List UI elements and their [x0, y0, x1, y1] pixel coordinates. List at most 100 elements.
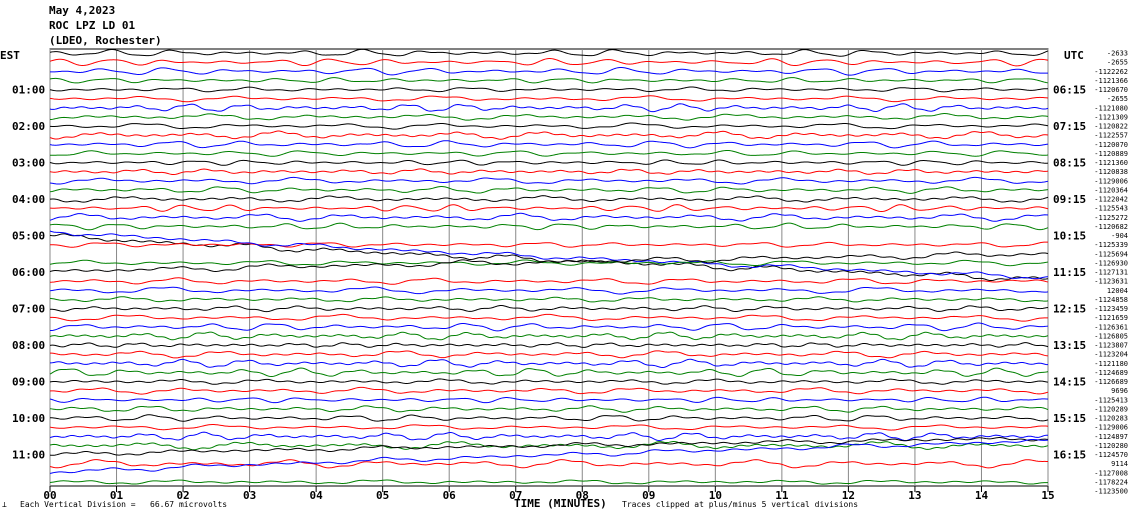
trace-offset-label: -1126930 — [1094, 259, 1128, 267]
trace-offset-label: -1120822 — [1094, 123, 1128, 131]
est-hour-label: 01:00 — [12, 84, 45, 97]
seismic-trace — [49, 140, 1049, 149]
seismic-trace — [49, 296, 1049, 303]
network-label: (LDEO, Rochester) — [49, 34, 162, 47]
trace-offset-label: -1123631 — [1094, 278, 1128, 286]
seismic-trace — [49, 212, 1049, 222]
seismic-trace — [49, 378, 1049, 385]
trace-offset-label: -1120682 — [1094, 223, 1128, 231]
est-hour-label: 09:00 — [12, 376, 45, 389]
trace-offset-label: -1127008 — [1094, 469, 1128, 477]
x-tick-label: 08 — [576, 489, 589, 502]
est-hour-label: 05:00 — [12, 230, 45, 243]
left-timezone-label: EST — [0, 49, 20, 62]
seismic-trace — [50, 358, 1049, 368]
axis-labels: 00 01 02 03 04 05 06 07 08 09 10 11 12 13 14 15 01:00 02:… — [12, 50, 1128, 503]
seismic-trace — [49, 414, 1049, 422]
est-hour-label: 08:00 — [12, 339, 45, 352]
x-tick-label: 03 — [243, 489, 256, 502]
est-hour-label: 07:00 — [12, 303, 45, 316]
trace-offset-label: -1124570 — [1094, 451, 1128, 459]
trace-offset-label: -1129006 — [1094, 424, 1128, 432]
seismic-trace — [49, 230, 1049, 280]
seismic-trace — [49, 438, 1049, 474]
x-tick-label: 09 — [642, 489, 655, 502]
trace-offset-label: -904 — [1111, 232, 1128, 240]
utc-hour-label: 06:15 — [1053, 84, 1086, 97]
seismic-trace — [49, 396, 1049, 404]
trace-offset-label: -1121360 — [1094, 159, 1128, 167]
date-label: May 4,2023 — [49, 4, 116, 17]
trace-offset-label: -2633 — [1107, 50, 1128, 58]
trace-offset-label: -1126805 — [1094, 332, 1128, 340]
x-tick-label: 02 — [176, 489, 189, 502]
trace-offset-label: 12004 — [1107, 287, 1128, 295]
trace-offset-label: -1126689 — [1094, 378, 1128, 386]
trace-offset-label: -1122042 — [1094, 196, 1128, 204]
utc-hour-label: 09:15 — [1053, 193, 1086, 206]
right-timezone-label: UTC — [1064, 49, 1084, 62]
seismic-trace — [49, 113, 1049, 121]
x-tick-label: 11 — [775, 489, 789, 502]
seismic-trace — [49, 159, 1049, 166]
x-tick-label: 00 — [43, 489, 56, 502]
trace-offset-label: -1124858 — [1094, 296, 1128, 304]
x-tick-label: 06 — [443, 489, 457, 502]
seismic-trace — [50, 149, 1049, 157]
trace-offset-label: -1178224 — [1094, 479, 1128, 487]
x-tick-label: 12 — [842, 489, 855, 502]
trace-offset-label: -1123204 — [1094, 351, 1128, 359]
seismic-trace — [49, 342, 1049, 348]
seismic-trace — [49, 66, 1049, 76]
x-tick-label: 14 — [975, 489, 989, 502]
seismic-trace — [49, 405, 1049, 413]
est-hour-label: 06:00 — [12, 266, 45, 279]
utc-hour-label: 15:15 — [1053, 412, 1086, 425]
scale-note: Each Vertical Division = 66.67 microvolt… — [20, 500, 228, 509]
seismic-trace — [49, 58, 1049, 67]
est-hour-label: 02:00 — [12, 120, 45, 133]
seismic-trace — [50, 350, 1049, 359]
seismic-trace — [49, 331, 1049, 341]
x-tick-label: 04 — [310, 489, 324, 502]
utc-hour-label: 10:15 — [1053, 230, 1086, 243]
station-label: ROC LPZ LD 01 — [49, 19, 136, 32]
trace-offset-label: -1120289 — [1094, 405, 1128, 413]
utc-hour-label: 13:15 — [1053, 339, 1086, 352]
trace-offset-label: -1121366 — [1094, 77, 1128, 85]
trace-offset-label: -2655 — [1107, 95, 1128, 103]
utc-hour-label: 14:15 — [1053, 376, 1086, 389]
minute-gridlines — [49, 48, 1049, 492]
trace-offset-label: -1125543 — [1094, 205, 1128, 213]
trace-offset-label: -1129006 — [1094, 177, 1128, 185]
trace-offset-label: 9696 — [1111, 387, 1128, 395]
seismic-trace — [49, 222, 1049, 231]
clip-note: Traces clipped at plus/minus 5 vertical … — [622, 500, 859, 509]
est-hour-label: 03:00 — [12, 157, 45, 170]
seismic-trace — [49, 130, 1049, 140]
trace-offset-label: -1120364 — [1094, 186, 1128, 194]
trace-offset-label: -2655 — [1107, 59, 1128, 67]
seismic-trace — [49, 122, 1049, 130]
seismic-trace — [49, 48, 1049, 57]
seismic-trace — [49, 424, 1049, 431]
seismic-trace — [50, 305, 1049, 313]
seismic-trace — [49, 437, 1049, 456]
seismic-trace — [49, 277, 1049, 285]
x-axis-title: TIME (MINUTES) — [514, 497, 607, 510]
trace-offset-label: -1125413 — [1094, 396, 1128, 404]
seismic-trace — [49, 313, 1049, 322]
trace-offset-label: -1120670 — [1094, 86, 1128, 94]
x-tick-label: 15 — [1041, 489, 1054, 502]
trace-offset-label: -1122262 — [1094, 68, 1128, 76]
trace-offset-label: -1124689 — [1094, 369, 1128, 377]
trace-offset-label: -1120889 — [1094, 150, 1128, 158]
est-hour-label: 10:00 — [12, 412, 45, 425]
trace-offset-label: -1120283 — [1094, 415, 1128, 423]
trace-offset-label: -1124897 — [1094, 433, 1128, 441]
seismic-trace — [49, 441, 1049, 451]
trace-lines — [49, 48, 1049, 485]
x-tick-label: 07 — [509, 489, 522, 502]
trace-offset-label: -1122557 — [1094, 132, 1128, 140]
